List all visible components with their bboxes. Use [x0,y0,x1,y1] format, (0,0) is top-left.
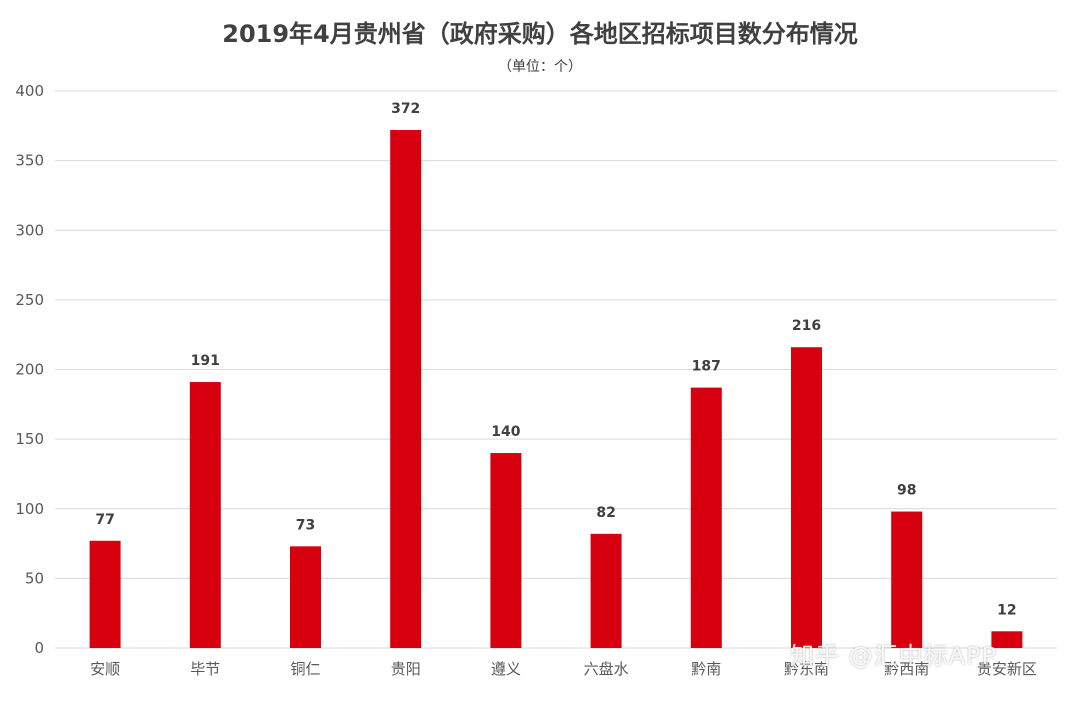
bar [189,382,221,648]
bar [89,540,121,648]
x-tick-label: 黔西南 [884,660,929,678]
y-tick-label: 0 [34,639,44,657]
x-tick-label: 安顺 [90,660,120,678]
data-label: 140 [491,424,520,440]
x-tick-label: 黔东南 [784,660,829,678]
data-label: 191 [191,353,220,369]
y-tick-label: 400 [15,82,44,100]
bar [791,347,822,648]
bar [991,631,1023,648]
data-label: 12 [997,602,1016,618]
data-label: 372 [391,101,420,117]
bar [891,511,923,648]
data-labels: 77 191 73 372 140 82 187 216 98 12 [95,101,1016,618]
x-axis-category-labels: 安顺 毕节 铜仁 贵阳 遵义 六盘水 黔南 黔东南 黔西南 贵安新区 [90,660,1037,678]
data-label: 187 [692,359,721,375]
data-label: 77 [95,512,114,528]
x-tick-label: 毕节 [190,660,220,678]
data-label: 98 [897,483,916,499]
x-tick-label: 贵阳 [391,660,421,678]
y-tick-label: 50 [25,569,44,587]
y-tick-label: 250 [15,291,44,309]
y-axis-tick-labels: 0 50 100 150 200 250 300 350 400 [15,82,44,657]
gridlines [55,90,1057,649]
y-tick-label: 100 [15,500,44,518]
watermark: 知乎 @汇中标APP [790,642,997,670]
data-label: 82 [596,505,615,521]
bar [590,533,622,648]
bars [89,129,1023,649]
data-label: 216 [792,318,821,334]
chart-subtitle: （单位：个） [498,59,582,75]
x-tick-label: 黔南 [691,660,721,678]
y-tick-label: 150 [15,430,44,448]
x-tick-label: 贵安新区 [977,660,1037,678]
bar [490,453,522,648]
bar [690,387,722,648]
x-tick-label: 铜仁 [290,660,320,678]
y-tick-label: 200 [15,361,44,379]
y-tick-label: 300 [15,221,44,239]
chart-title: 2019年4月贵州省（政府采购）各地区招标项目数分布情况 [222,20,858,48]
x-tick-label: 六盘水 [584,660,629,678]
bar [290,546,321,648]
bar [390,129,422,649]
y-tick-label: 350 [15,152,44,170]
data-label: 73 [296,517,315,533]
x-tick-label: 遵义 [491,660,521,678]
